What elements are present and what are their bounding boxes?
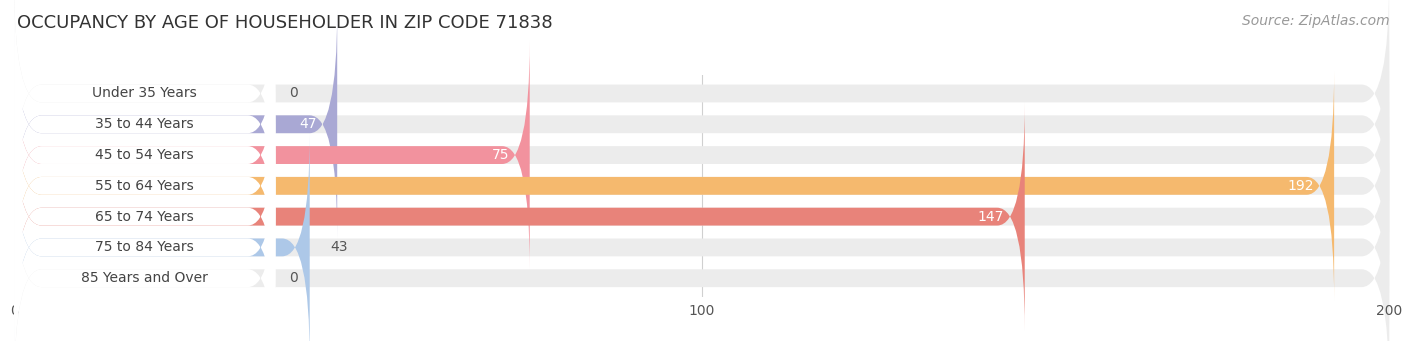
FancyBboxPatch shape [14, 72, 1334, 300]
Text: 65 to 74 Years: 65 to 74 Years [96, 210, 194, 224]
FancyBboxPatch shape [14, 164, 1389, 341]
Text: Under 35 Years: Under 35 Years [93, 87, 197, 101]
Text: 45 to 54 Years: 45 to 54 Years [96, 148, 194, 162]
Text: 75: 75 [492, 148, 509, 162]
FancyBboxPatch shape [14, 41, 276, 269]
Text: 0: 0 [290, 87, 298, 101]
FancyBboxPatch shape [14, 133, 1389, 341]
Text: 85 Years and Over: 85 Years and Over [82, 271, 208, 285]
FancyBboxPatch shape [14, 10, 1389, 238]
Text: 43: 43 [330, 240, 347, 254]
FancyBboxPatch shape [14, 41, 530, 269]
Text: 192: 192 [1286, 179, 1313, 193]
FancyBboxPatch shape [14, 133, 276, 341]
FancyBboxPatch shape [14, 72, 1389, 300]
FancyBboxPatch shape [14, 133, 309, 341]
Text: 35 to 44 Years: 35 to 44 Years [96, 117, 194, 131]
Text: 75 to 84 Years: 75 to 84 Years [96, 240, 194, 254]
FancyBboxPatch shape [14, 10, 276, 238]
FancyBboxPatch shape [14, 10, 337, 238]
Text: 147: 147 [977, 210, 1004, 224]
Text: 55 to 64 Years: 55 to 64 Years [96, 179, 194, 193]
FancyBboxPatch shape [14, 164, 276, 341]
FancyBboxPatch shape [14, 41, 1389, 269]
Text: 0: 0 [290, 271, 298, 285]
FancyBboxPatch shape [14, 102, 1025, 331]
FancyBboxPatch shape [14, 72, 276, 300]
FancyBboxPatch shape [14, 102, 276, 331]
FancyBboxPatch shape [14, 102, 1389, 331]
Text: Source: ZipAtlas.com: Source: ZipAtlas.com [1241, 14, 1389, 28]
FancyBboxPatch shape [14, 0, 276, 208]
Text: OCCUPANCY BY AGE OF HOUSEHOLDER IN ZIP CODE 71838: OCCUPANCY BY AGE OF HOUSEHOLDER IN ZIP C… [17, 14, 553, 32]
Text: 47: 47 [299, 117, 316, 131]
FancyBboxPatch shape [14, 0, 1389, 208]
